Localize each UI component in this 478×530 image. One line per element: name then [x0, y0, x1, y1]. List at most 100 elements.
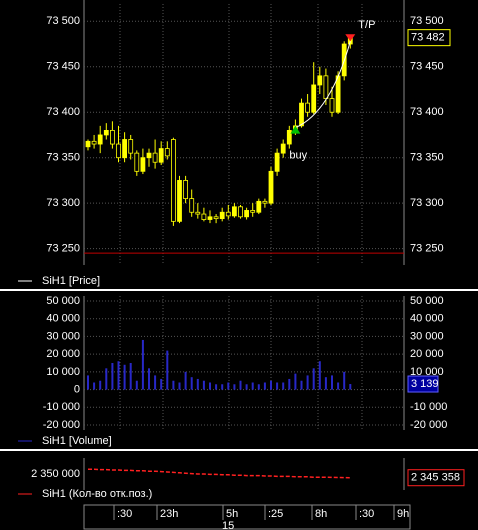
candle-body: [201, 213, 207, 220]
candle-body: [146, 152, 152, 159]
current-box: [407, 29, 451, 47]
y-tick-label: -20 000: [43, 419, 80, 431]
candle-body: [170, 139, 176, 222]
volume-bar: [184, 371, 187, 390]
legend-label: SiH1 [Price]: [42, 275, 100, 287]
candle-body: [262, 200, 268, 204]
volume-bar: [270, 380, 272, 390]
buy-marker: [290, 125, 301, 134]
y-tick-label: 50 000: [410, 295, 444, 307]
candle-body: [158, 148, 164, 163]
volume-bar: [141, 339, 144, 390]
candle-body: [268, 170, 274, 204]
candle-body: [110, 130, 115, 145]
candle-body: [225, 211, 231, 217]
volume-bar: [300, 380, 303, 390]
candle-body: [250, 210, 256, 213]
volume-bar: [257, 384, 260, 390]
volume-bar: [166, 350, 169, 390]
volume-bar: [324, 377, 327, 390]
volume-bar: [282, 382, 285, 390]
y-tick-label: 50 000: [46, 295, 80, 307]
current-box: [407, 375, 439, 393]
y-tick-label: 73 300: [410, 197, 444, 209]
volume-bar: [227, 382, 230, 390]
y-tick-label: -10 000: [43, 401, 80, 413]
volume-bar: [306, 375, 309, 390]
volume-bar: [312, 368, 315, 390]
volume-bar: [160, 378, 163, 390]
candle-body: [244, 210, 250, 218]
y-tick-label: -10 000: [410, 401, 447, 413]
y-tick-label: 0: [74, 383, 80, 395]
time-label: 5h: [226, 508, 238, 520]
volume-bar: [99, 380, 102, 390]
y-tick-label: 73 500: [410, 15, 444, 27]
current-label: 73 482: [411, 32, 445, 44]
candle-body: [299, 102, 304, 127]
time-axis: [83, 504, 411, 530]
time-label: :30: [359, 508, 374, 520]
y-tick-label: 73 450: [46, 61, 80, 73]
candle-body: [116, 143, 121, 159]
volume-bar: [123, 364, 126, 390]
current-label: 2 345 358: [411, 472, 460, 484]
candle-body: [128, 139, 134, 154]
y-tick-label: 73 400: [410, 106, 444, 118]
candle-body: [164, 148, 170, 157]
volume-bar: [178, 382, 181, 390]
candle-body: [329, 98, 335, 113]
volume-bar: [349, 384, 352, 390]
candle-body: [152, 152, 158, 163]
current-box: [407, 469, 465, 487]
time-label: 9h: [397, 508, 409, 520]
y-tick-label: 73 250: [410, 243, 444, 255]
candle-body: [140, 157, 146, 172]
volume-bar: [343, 371, 346, 390]
y-tick-label: 20 000: [410, 348, 444, 360]
y-tick-label: 73 300: [46, 197, 80, 209]
y-tick-label: 73 400: [46, 106, 80, 118]
volume-bar: [221, 384, 224, 390]
annotation: T/P: [358, 19, 375, 31]
oi-line: [88, 468, 351, 479]
y-tick-label: 10 000: [410, 366, 444, 378]
volume-bar: [215, 384, 218, 390]
volume-bar: [190, 377, 193, 390]
candle-body: [256, 200, 262, 213]
y-tick-label: -20 000: [410, 419, 447, 431]
y-tick-label: 73 350: [46, 152, 80, 164]
volume-bar: [239, 380, 242, 390]
trail-line: [295, 41, 351, 129]
y-tick-label: 30 000: [410, 330, 444, 342]
volume-bar: [129, 363, 132, 390]
y-tick-label: 73 350: [410, 152, 444, 164]
volume-bar: [318, 361, 321, 390]
candle-body: [238, 206, 243, 218]
candle-body: [85, 140, 91, 148]
time-label: :30: [117, 508, 132, 520]
volume-bar: [276, 382, 279, 390]
volume-bar: [87, 375, 89, 390]
volume-bar: [245, 384, 248, 390]
volume-bar: [196, 378, 199, 390]
y-tick-label: 10 000: [46, 366, 80, 378]
candle-body: [207, 216, 213, 220]
candle-body: [195, 211, 201, 215]
candle-body: [335, 75, 341, 113]
candle-body: [219, 211, 225, 220]
volume-bar: [93, 382, 96, 390]
volume-bar: [263, 382, 266, 390]
candle-body: [134, 152, 140, 172]
current-label: 3 139: [411, 378, 439, 390]
volume-bar: [154, 375, 157, 390]
volume-bar: [288, 378, 291, 390]
time-label: 23h: [160, 508, 178, 520]
volume-bar: [331, 375, 333, 390]
candle-body: [91, 140, 97, 145]
candle-body: [231, 206, 237, 217]
candle-body: [213, 216, 219, 220]
volume-bar: [148, 368, 150, 390]
candle-body: [177, 180, 182, 222]
